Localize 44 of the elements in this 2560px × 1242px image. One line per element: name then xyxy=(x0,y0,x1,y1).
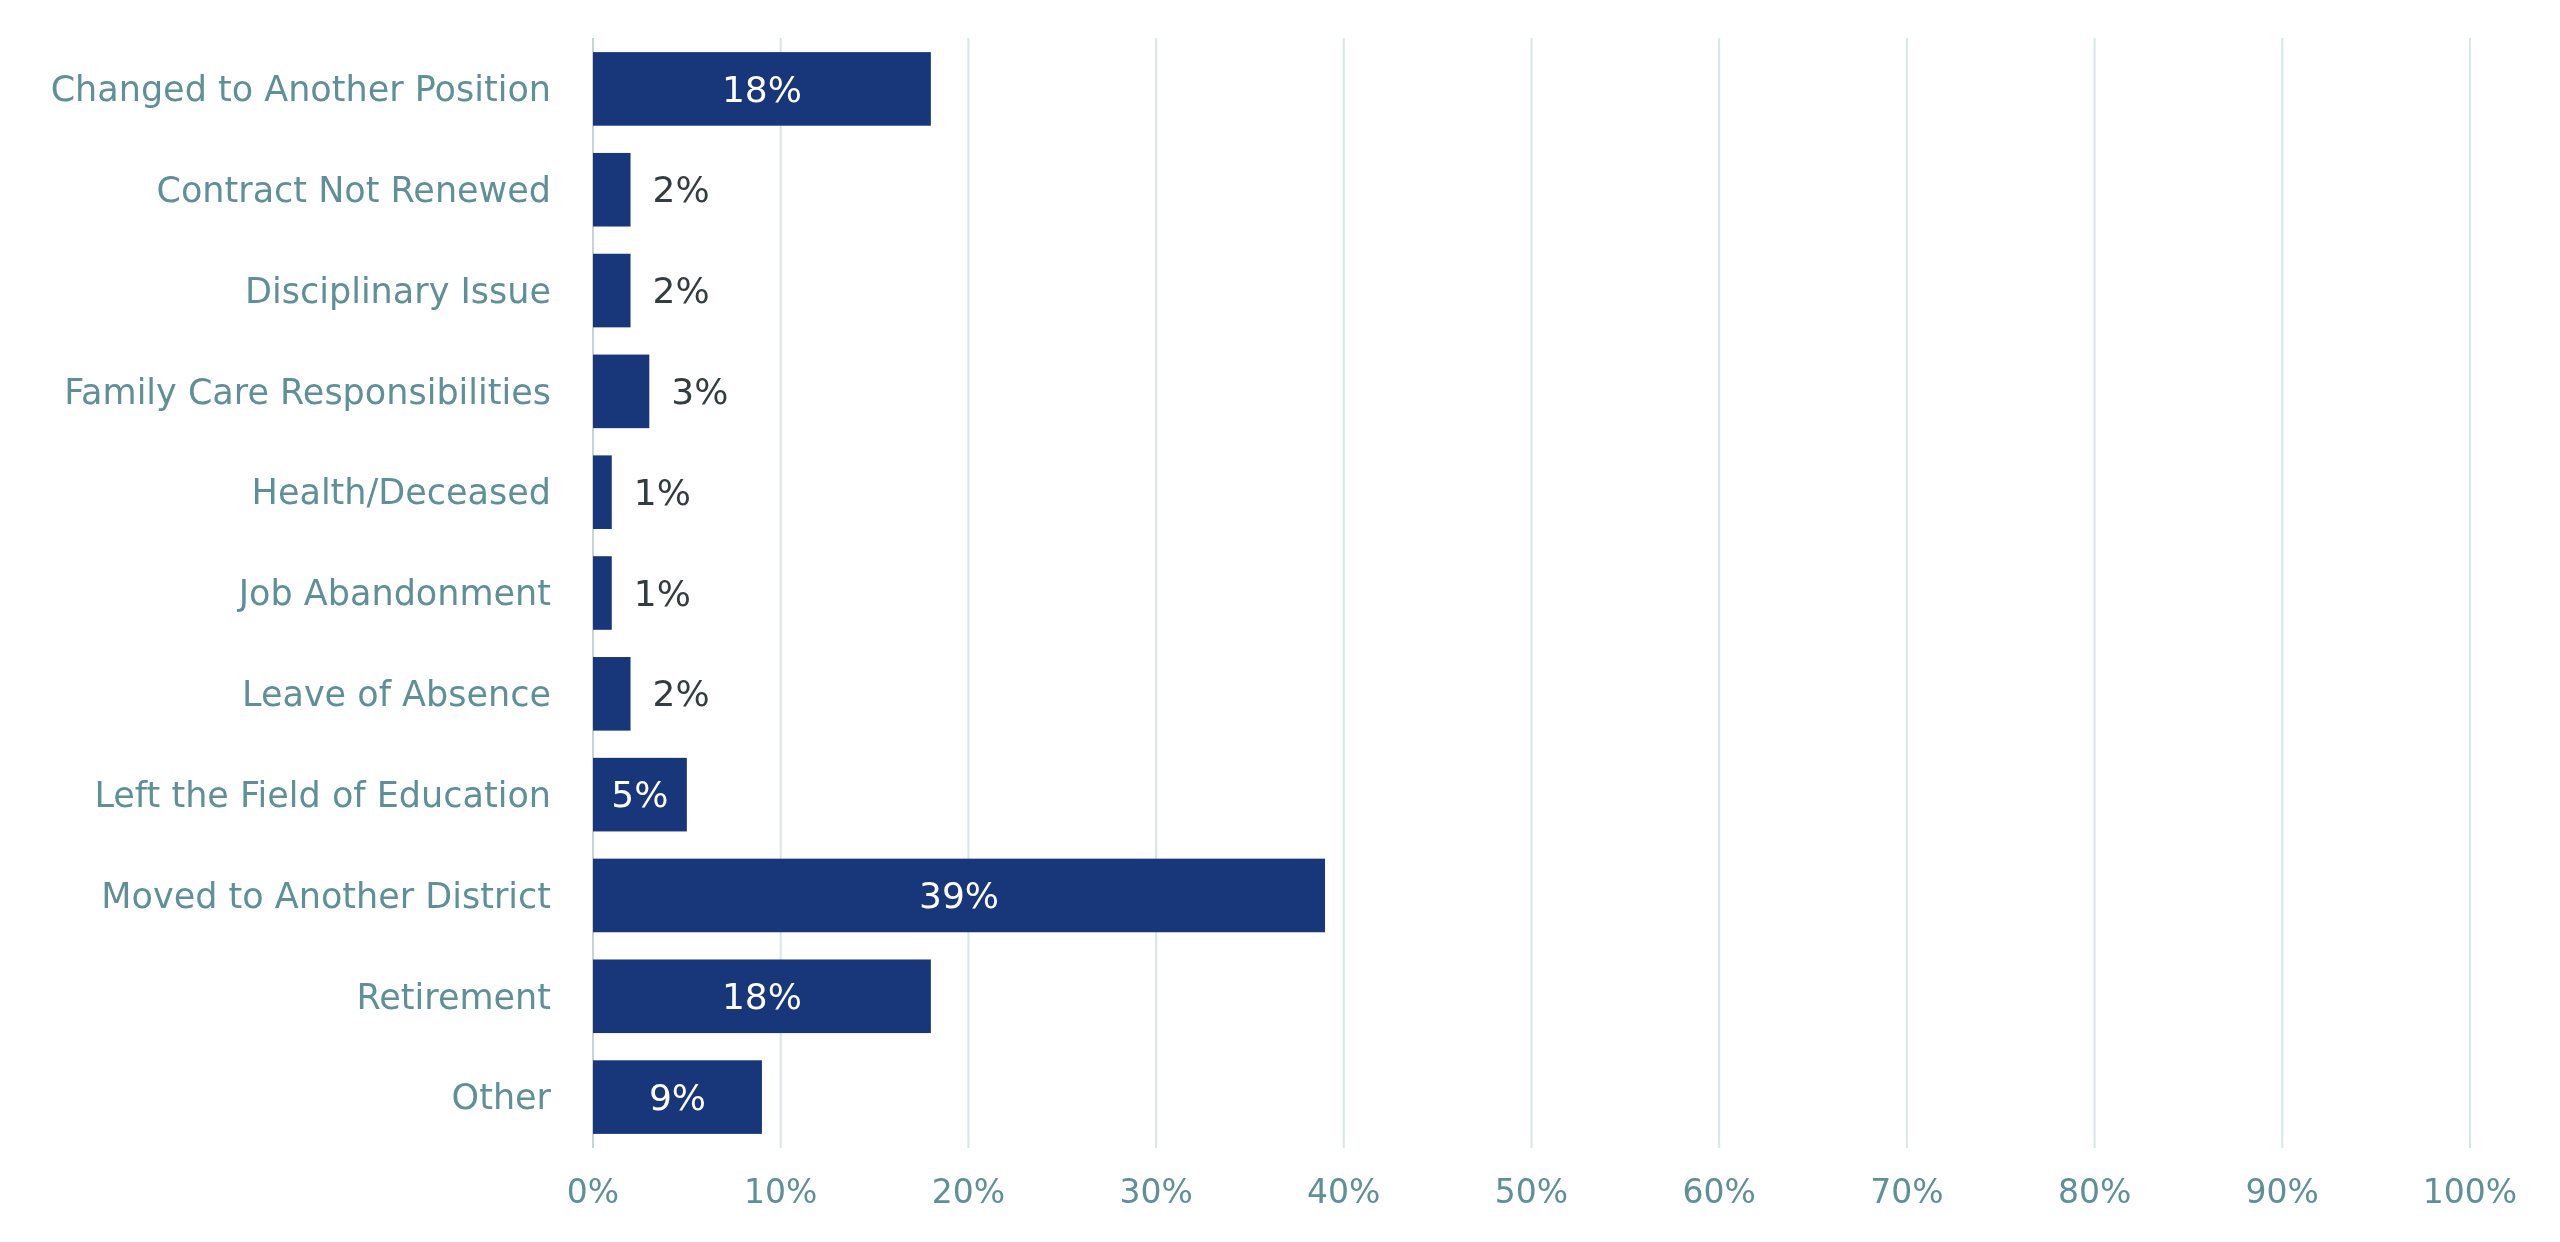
data-label: 1% xyxy=(633,572,691,614)
data-label: 1% xyxy=(633,471,691,513)
bar xyxy=(593,1060,762,1134)
bar xyxy=(593,152,631,227)
x-tick-label: 70% xyxy=(1870,1172,1944,1211)
x-tick-label: 10% xyxy=(744,1172,818,1211)
x-tick-label: 50% xyxy=(1494,1172,1569,1211)
bar xyxy=(593,757,687,832)
y-tick-label: Changed to Another Position xyxy=(50,69,551,110)
x-tick-label: 80% xyxy=(2057,1172,2132,1211)
y-tick-label: Left the Field of Education xyxy=(94,774,551,815)
y-tick-label: Job Abandonment xyxy=(236,573,551,614)
y-tick-label: Disciplinary Issue xyxy=(245,270,551,311)
data-label: 5% xyxy=(611,774,669,816)
y-tick-label: Health/Deceased xyxy=(251,472,551,513)
y-tick-label: Other xyxy=(451,1077,552,1118)
y-tick-label: Moved to Another District xyxy=(101,875,551,916)
x-tick-label: 30% xyxy=(1119,1172,1193,1211)
x-tick-label: 20% xyxy=(931,1172,1006,1211)
x-tick-label: 100% xyxy=(2422,1172,2518,1211)
data-label: 9% xyxy=(648,1076,707,1118)
data-label: 2% xyxy=(652,270,710,312)
bar xyxy=(593,858,1326,933)
y-tick-label: Retirement xyxy=(356,976,551,1017)
data-label: 2% xyxy=(652,673,710,715)
bar xyxy=(593,354,650,429)
x-tick-label: 0% xyxy=(566,1172,620,1211)
bar xyxy=(593,657,631,731)
bar xyxy=(593,253,631,328)
y-tick-label: Contract Not Renewed xyxy=(156,169,551,210)
x-tick-label: 60% xyxy=(1682,1172,1756,1211)
x-tick-label: 40% xyxy=(1307,1172,1381,1211)
data-label: 3% xyxy=(671,370,729,412)
data-label: 2% xyxy=(652,169,710,211)
data-label: 18% xyxy=(721,68,802,110)
bar xyxy=(593,556,612,630)
bar xyxy=(593,52,931,126)
bar xyxy=(593,455,612,529)
data-label: 18% xyxy=(721,975,802,1017)
x-tick-label: 90% xyxy=(2245,1172,2319,1211)
y-tick-label: Leave of Absence xyxy=(242,674,551,715)
y-tick-label: Family Care Responsibilities xyxy=(64,371,551,412)
data-label: 39% xyxy=(919,875,1000,917)
bar xyxy=(593,959,931,1034)
